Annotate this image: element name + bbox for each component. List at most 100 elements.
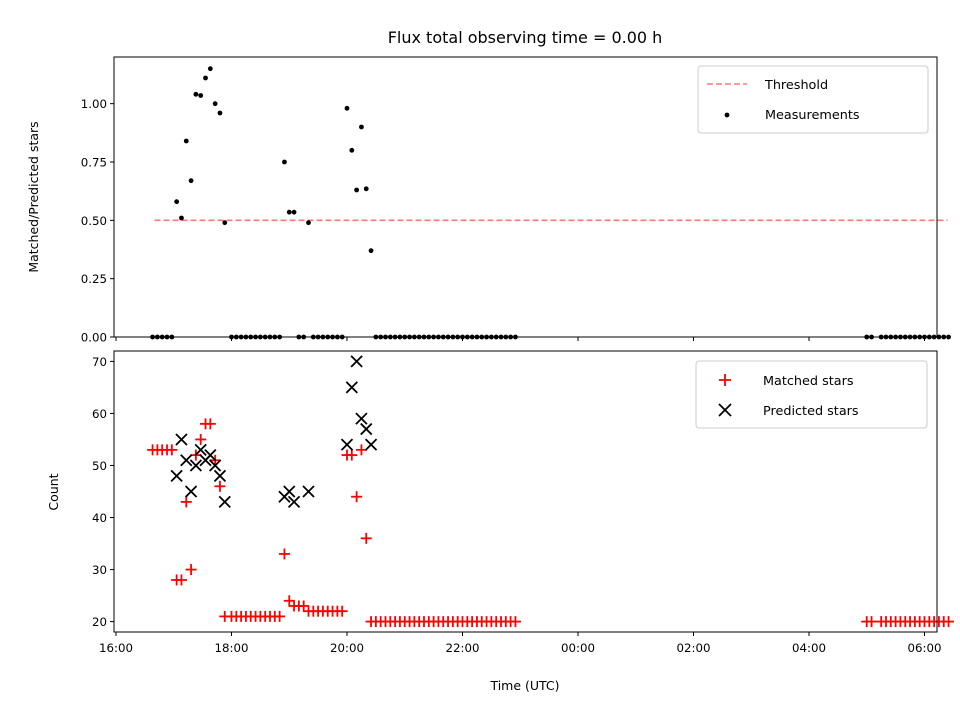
- measurement-point: [946, 334, 951, 340]
- top-chart-title: Flux total observing time = 0.00 h: [388, 28, 663, 47]
- x-tick-label: 00:00: [561, 641, 595, 655]
- predicted-point: [204, 448, 217, 462]
- predicted-point: [175, 433, 188, 446]
- legend-predicted-label: Predicted stars: [763, 404, 859, 419]
- x-tick-label: 02:00: [676, 641, 710, 655]
- legend-matched-swatch: [719, 374, 731, 386]
- x-tick-label: 06:00: [907, 641, 941, 655]
- measurement-point: [207, 66, 213, 72]
- x-tick-label: 04:00: [792, 641, 826, 655]
- measurement-point: [198, 93, 204, 98]
- measurement-point: [217, 110, 223, 116]
- y-tick-label: 50: [92, 459, 107, 473]
- bottom-xlabel: Time (UTC): [489, 678, 559, 693]
- x-tick-label: 18:00: [214, 641, 248, 655]
- matched-point: [180, 496, 192, 508]
- top-ylabel: Matched/Predicted stars: [26, 121, 41, 272]
- matched-point: [274, 610, 286, 622]
- x-tick-label: 16:00: [99, 641, 133, 655]
- measurement-point: [203, 75, 208, 81]
- bottom-marks: [147, 355, 955, 628]
- series-measurements: [150, 66, 951, 340]
- matched-point: [943, 616, 955, 628]
- bottom-xticks: 16:00 18:00 20:00 22:00 00:00 02:00 04:00 06:00: [99, 632, 941, 655]
- measurement-point: [349, 147, 355, 153]
- matched-point: [166, 444, 178, 456]
- predicted-point: [345, 381, 358, 394]
- matched-point: [278, 548, 290, 560]
- predicted-point: [194, 443, 207, 457]
- measurement-point: [188, 178, 194, 184]
- top-legend-box: [697, 65, 929, 134]
- y-tick-label: 70: [92, 355, 107, 369]
- measurement-point: [179, 215, 184, 221]
- bottom-legend: Matched stars Predicted stars: [695, 360, 928, 429]
- predicted-point: [180, 454, 193, 467]
- predicted-point: [287, 495, 301, 509]
- predicted-point: [364, 438, 378, 451]
- y-tick-label: 1.00: [81, 97, 107, 111]
- matched-point: [355, 444, 367, 456]
- measurement-point: [354, 187, 360, 193]
- bottom-panel: 20 30 40 50 60 70 16:00 18:00 20:00 22:00 00:00 02…: [46, 350, 955, 693]
- predicted-point: [360, 422, 373, 436]
- predicted-point: [350, 355, 363, 368]
- predicted-point: [189, 459, 203, 472]
- measurement-point: [344, 105, 350, 111]
- top-legend: Threshold Measurements: [697, 65, 929, 134]
- predicted-point: [283, 485, 296, 498]
- y-tick-label: 40: [92, 511, 107, 525]
- legend-predicted-swatch: [718, 403, 732, 417]
- measurement-point: [193, 91, 199, 97]
- x-tick-label: 22:00: [445, 641, 479, 655]
- bottom-axes-frame: [113, 350, 938, 633]
- matched-point: [175, 574, 187, 586]
- matched-point: [283, 595, 295, 607]
- matched-point: [509, 616, 521, 628]
- top-axes-frame: [113, 56, 938, 338]
- x-tick-label: 20:00: [330, 641, 364, 655]
- top-xticks: [115, 337, 925, 341]
- bottom-yticks: 20 30 40 50 60 70: [92, 355, 114, 629]
- matched-point: [204, 418, 216, 430]
- series-predicted-stars: [170, 355, 378, 509]
- measurement-point: [222, 220, 228, 226]
- predicted-point: [208, 459, 222, 472]
- measurement-point: [941, 334, 947, 340]
- measurement-point: [183, 138, 189, 144]
- matched-point: [298, 600, 310, 612]
- y-tick-label: 0.00: [81, 331, 107, 345]
- matched-point: [214, 480, 226, 492]
- legend-matched-label: Matched stars: [763, 374, 854, 389]
- bottom-legend-box: [695, 360, 928, 429]
- legend-measurements-label: Measurements: [765, 108, 860, 123]
- predicted-point: [340, 438, 354, 451]
- top-yticks: 0.00 0.25 0.50 0.75 1.00: [81, 97, 114, 345]
- y-tick-label: 0.25: [81, 272, 107, 286]
- measurement-point: [368, 248, 374, 254]
- matched-point: [351, 491, 363, 503]
- top-marks: [150, 66, 951, 340]
- y-tick-label: 0.75: [81, 156, 107, 170]
- top-panel: 0.00 0.25 0.50 0.75 1.00 Matched/Predicted s…: [26, 56, 951, 345]
- predicted-point: [213, 469, 227, 483]
- predicted-point: [218, 495, 231, 509]
- matched-point: [336, 605, 348, 617]
- predicted-point: [302, 485, 315, 498]
- predicted-point: [355, 412, 368, 425]
- measurement-point: [212, 101, 218, 107]
- measurement-point: [286, 209, 292, 215]
- matched-point: [866, 616, 878, 628]
- measurement-point: [291, 209, 297, 215]
- legend-threshold-label: Threshold: [764, 78, 828, 93]
- measurement-point: [282, 159, 287, 165]
- y-tick-label: 20: [92, 615, 107, 629]
- matched-point: [346, 449, 358, 461]
- matched-point: [360, 532, 372, 544]
- measurement-point: [359, 124, 364, 130]
- predicted-point: [170, 469, 183, 483]
- legend-measurements-swatch: [724, 112, 730, 118]
- predicted-point: [184, 485, 198, 498]
- bottom-ylabel: Count: [46, 473, 61, 510]
